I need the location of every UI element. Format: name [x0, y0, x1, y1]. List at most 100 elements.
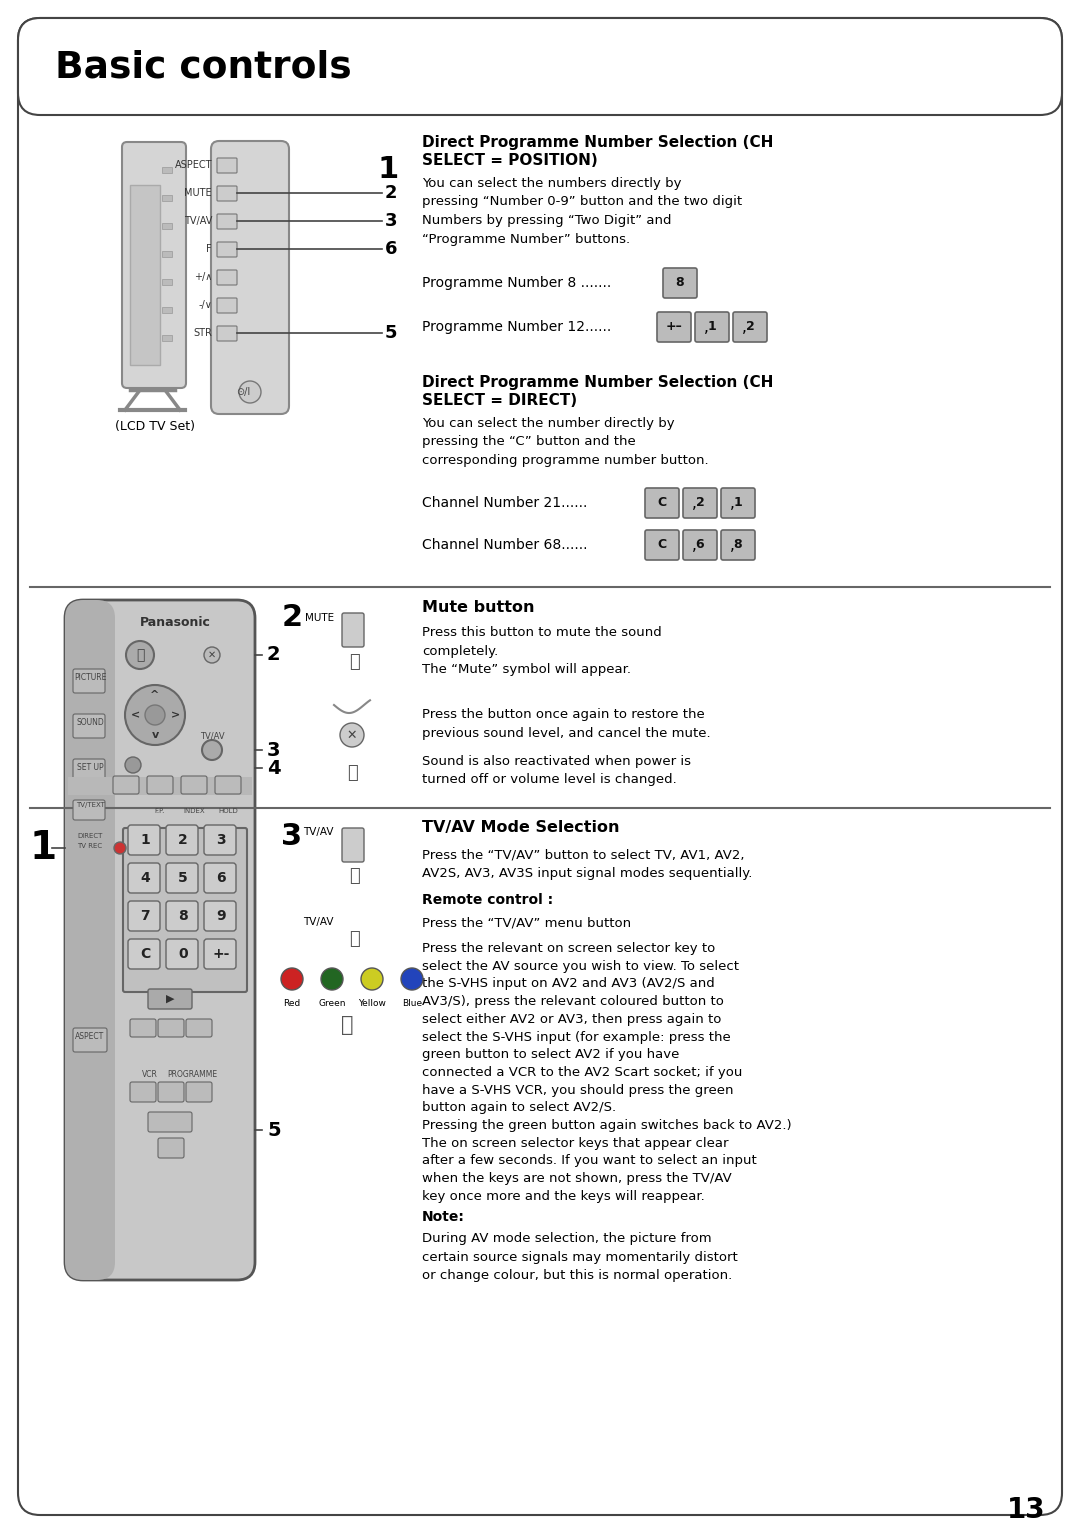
Text: Press the button once again to restore the
previous sound level, and cancel the : Press the button once again to restore t… [422, 707, 711, 740]
Text: ⏻: ⏻ [136, 648, 145, 662]
Text: ⊙/I: ⊙/I [235, 387, 251, 397]
Text: ,: , [742, 319, 746, 335]
FancyBboxPatch shape [342, 613, 364, 646]
Text: ^: ^ [150, 691, 160, 700]
FancyBboxPatch shape [217, 186, 237, 202]
Text: 1: 1 [140, 833, 150, 847]
FancyBboxPatch shape [215, 776, 241, 795]
FancyBboxPatch shape [129, 863, 160, 892]
Text: 🖐: 🖐 [349, 652, 360, 671]
FancyBboxPatch shape [696, 312, 729, 342]
Text: STR: STR [163, 1115, 177, 1125]
Text: 9: 9 [216, 909, 226, 923]
FancyBboxPatch shape [181, 776, 207, 795]
Text: 8: 8 [676, 277, 685, 289]
Text: v: v [151, 730, 159, 740]
FancyBboxPatch shape [65, 601, 255, 1280]
Text: MUTE: MUTE [305, 613, 334, 623]
Text: Press the “TV/AV” menu button: Press the “TV/AV” menu button [422, 917, 631, 931]
Text: Channel Number 68......: Channel Number 68...... [422, 538, 588, 552]
Text: TV/TEXT: TV/TEXT [76, 802, 105, 808]
FancyBboxPatch shape [129, 825, 160, 856]
Text: 1: 1 [733, 497, 742, 509]
FancyBboxPatch shape [148, 1112, 192, 1132]
Text: ,: , [691, 495, 697, 510]
Text: Programme Number 12......: Programme Number 12...... [422, 319, 611, 335]
FancyBboxPatch shape [129, 902, 160, 931]
FancyBboxPatch shape [204, 902, 237, 931]
FancyBboxPatch shape [733, 312, 767, 342]
Bar [162, 307, 172, 313]
Text: 2: 2 [178, 833, 188, 847]
Text: 2: 2 [267, 645, 281, 665]
Text: 🖐: 🖐 [341, 1015, 353, 1034]
Circle shape [340, 723, 364, 747]
FancyBboxPatch shape [158, 1019, 184, 1038]
FancyBboxPatch shape [158, 1138, 184, 1158]
Text: C: C [140, 947, 150, 961]
Text: PROGRAMME: PROGRAMME [167, 1070, 217, 1079]
Circle shape [145, 704, 165, 724]
Text: -/∨: -/∨ [198, 299, 212, 310]
FancyBboxPatch shape [166, 863, 198, 892]
Text: Panasonic: Panasonic [139, 616, 211, 628]
Text: Green: Green [319, 999, 346, 1008]
Circle shape [125, 756, 141, 773]
Circle shape [239, 380, 261, 403]
Text: ASPECT: ASPECT [76, 1031, 105, 1041]
Text: SOUND: SOUND [76, 718, 104, 727]
Text: Sound is also reactivated when power is
turned off or volume level is changed.: Sound is also reactivated when power is … [422, 755, 691, 787]
Text: F.P.: F.P. [154, 808, 165, 814]
Circle shape [126, 642, 154, 669]
Text: STR: STR [193, 329, 212, 338]
FancyBboxPatch shape [204, 863, 237, 892]
Bar [162, 251, 172, 257]
FancyBboxPatch shape [123, 828, 247, 992]
Text: INDEX: INDEX [184, 808, 205, 814]
Text: 3: 3 [384, 212, 397, 231]
Text: 2: 2 [384, 183, 397, 202]
FancyBboxPatch shape [113, 776, 139, 795]
Text: +–: +– [665, 321, 683, 333]
Text: 7: 7 [140, 909, 150, 923]
Text: 5: 5 [267, 1120, 281, 1140]
FancyBboxPatch shape [130, 1019, 156, 1038]
Text: Press the relevant on screen selector key to
select the AV source you wish to vi: Press the relevant on screen selector ke… [422, 941, 792, 1203]
FancyBboxPatch shape [147, 776, 173, 795]
Text: TV/AV: TV/AV [303, 827, 334, 837]
Circle shape [321, 969, 343, 990]
Text: Channel Number 21......: Channel Number 21...... [422, 497, 588, 510]
Text: F: F [206, 244, 212, 254]
Text: 5: 5 [178, 871, 188, 885]
Text: ✕: ✕ [208, 649, 216, 660]
Text: 🖐: 🖐 [349, 866, 360, 885]
FancyBboxPatch shape [342, 828, 364, 862]
FancyBboxPatch shape [73, 714, 105, 738]
Circle shape [202, 740, 222, 759]
Text: 2: 2 [745, 321, 754, 333]
Text: 3: 3 [282, 822, 302, 851]
FancyBboxPatch shape [18, 18, 1062, 115]
Bar [162, 280, 172, 286]
Text: DIRECT: DIRECT [78, 833, 103, 839]
Text: ,: , [730, 495, 734, 510]
Text: 1: 1 [707, 321, 716, 333]
FancyBboxPatch shape [217, 270, 237, 286]
Text: 13: 13 [1007, 1496, 1045, 1523]
Text: 🖐: 🖐 [347, 764, 357, 782]
Text: SELECT = POSITION): SELECT = POSITION) [422, 153, 597, 168]
FancyBboxPatch shape [217, 157, 237, 173]
Text: TV/AV: TV/AV [303, 917, 334, 927]
Text: 8: 8 [733, 538, 742, 552]
Circle shape [281, 969, 303, 990]
Text: C: C [658, 538, 666, 552]
Text: Press this button to mute the sound
completely.
The “Mute” symbol will appear.: Press this button to mute the sound comp… [422, 626, 662, 675]
FancyBboxPatch shape [122, 142, 186, 388]
Text: +/∧: +/∧ [193, 272, 212, 283]
Text: 1: 1 [377, 154, 399, 183]
Text: 4: 4 [140, 871, 150, 885]
Text: TV/AV Mode Selection: TV/AV Mode Selection [422, 821, 620, 834]
FancyBboxPatch shape [657, 312, 691, 342]
Circle shape [125, 685, 185, 746]
Text: +-: +- [213, 947, 230, 961]
